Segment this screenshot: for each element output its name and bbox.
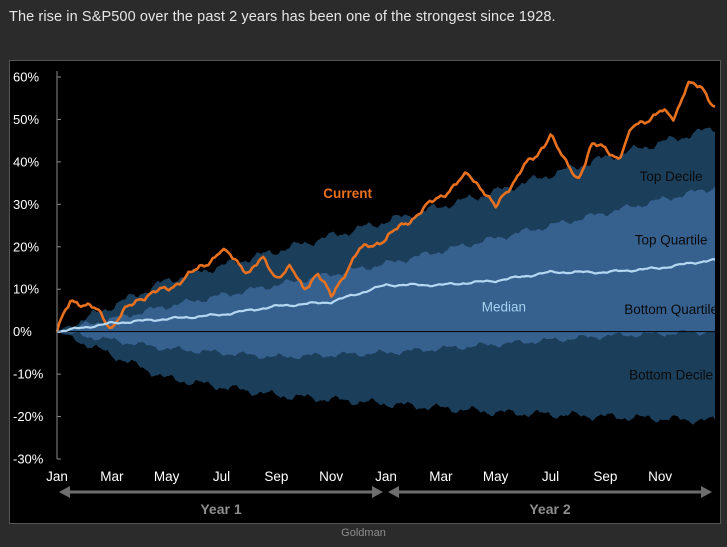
period-label: Year 1 bbox=[200, 501, 241, 517]
x-tick-label: Nov bbox=[319, 469, 343, 484]
series-lines bbox=[55, 80, 716, 333]
y-tick-label: -30% bbox=[13, 452, 44, 467]
label-current: Current bbox=[323, 186, 372, 201]
y-tick-label: 40% bbox=[13, 154, 39, 169]
x-tick-label: Sep bbox=[593, 469, 617, 484]
period-year-2: Year 2 bbox=[388, 486, 712, 517]
x-tick-label: Jan bbox=[46, 469, 68, 484]
x-tick-label: Jan bbox=[375, 469, 397, 484]
x-tick-label: May bbox=[483, 469, 509, 484]
percentile-bands bbox=[57, 127, 715, 425]
series-line-current bbox=[55, 80, 716, 333]
sp500-cumulative-return-chart: 60% 50% 40% 30% 20% 10% 0% -10% -20% -30% Jan Mar M… bbox=[13, 70, 718, 518]
x-axis-ticks: Jan Mar May Jul Sep Nov Jan Mar May Jul Sep Nov bbox=[46, 469, 672, 484]
period-arrows: Year 1 Year 2 bbox=[59, 486, 712, 517]
y-tick-label: 0% bbox=[13, 324, 32, 339]
y-tick-label: 10% bbox=[13, 282, 39, 297]
y-axis-ticks: 60% 50% 40% 30% 20% 10% 0% -10% -20% -30% bbox=[13, 70, 61, 467]
x-tick-label: Jul bbox=[213, 469, 230, 484]
period-arrow-left-head bbox=[388, 486, 399, 498]
y-tick-label: 60% bbox=[13, 70, 39, 85]
x-tick-label: Mar bbox=[100, 469, 124, 484]
x-tick-label: Mar bbox=[429, 469, 453, 484]
chart-headline: The rise in S&P500 over the past 2 years… bbox=[9, 9, 556, 25]
period-arrow-left-head bbox=[59, 486, 70, 498]
label-bottom-decile: Bottom Decile bbox=[629, 368, 713, 383]
y-tick-label: 20% bbox=[13, 239, 39, 254]
label-top-decile: Top Decile bbox=[640, 169, 703, 184]
chart-frame: 60% 50% 40% 30% 20% 10% 0% -10% -20% -30% Jan Mar M… bbox=[9, 60, 721, 524]
y-tick-label: -10% bbox=[13, 367, 44, 382]
period-arrow-right-head bbox=[372, 486, 383, 498]
x-tick-label: Sep bbox=[264, 469, 288, 484]
y-tick-label: -20% bbox=[13, 409, 44, 424]
label-median: Median bbox=[482, 299, 526, 314]
source-credit: Goldman bbox=[341, 527, 386, 539]
period-year-1: Year 1 bbox=[59, 486, 383, 517]
y-tick-label: 50% bbox=[13, 112, 39, 127]
series-line-median bbox=[56, 258, 716, 333]
band-and-series-labels: Current Median Top Decile Top Quartile Botto… bbox=[323, 169, 718, 383]
quartile-band-area bbox=[57, 186, 715, 360]
label-bottom-quartile: Bottom Quartile bbox=[624, 302, 718, 317]
x-tick-label: Jul bbox=[542, 469, 559, 484]
period-arrow-right-head bbox=[701, 486, 712, 498]
x-tick-label: May bbox=[154, 469, 180, 484]
x-tick-label: Nov bbox=[648, 469, 672, 484]
period-label: Year 2 bbox=[529, 501, 570, 517]
label-top-quartile: Top Quartile bbox=[635, 233, 708, 248]
y-tick-label: 30% bbox=[13, 197, 39, 212]
